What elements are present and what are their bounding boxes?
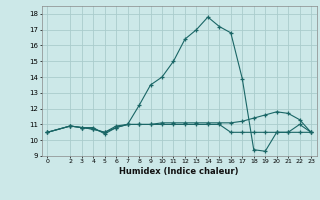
X-axis label: Humidex (Indice chaleur): Humidex (Indice chaleur) [119,167,239,176]
